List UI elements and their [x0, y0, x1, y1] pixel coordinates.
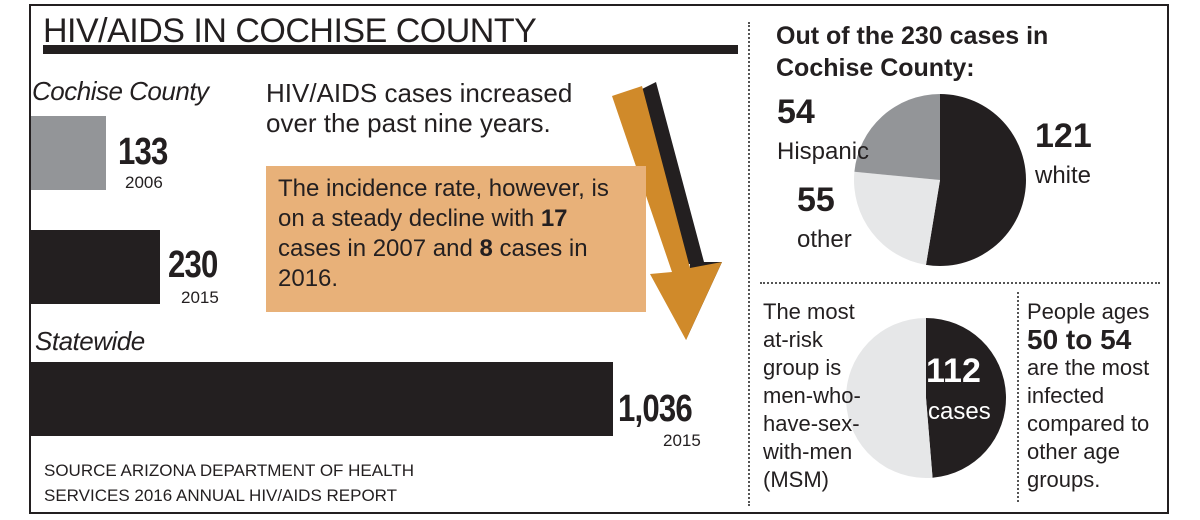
callout-text-3: cases in 2016. — [278, 235, 588, 292]
divider-vertical-lower — [1017, 292, 1019, 502]
age-text-2: are the most infected compared to other … — [1027, 355, 1150, 492]
pie-value-other: 55 — [797, 181, 835, 219]
source-text: SOURCE ARIZONA DEPARTMENT OF HEALTH SERV… — [44, 461, 414, 505]
pie-title: Out of the 230 cases in Cochise County: — [776, 22, 1049, 82]
pie-label-white: white — [1035, 162, 1092, 189]
bar-value-cochise-2006: 133 — [118, 131, 168, 173]
pie-value-white: 121 — [1035, 117, 1092, 155]
callout-value-2007: 17 — [540, 205, 568, 232]
pie-value-hispanic: 54 — [777, 93, 815, 131]
group-label-cochise: Cochise County — [32, 76, 209, 106]
pie-slice-hispanic — [854, 94, 940, 180]
age-range: 50 to 54 — [1027, 324, 1132, 355]
incidence-callout: The incidence rate, however, is on a ste… — [266, 166, 646, 312]
pie-label-other: other — [797, 226, 852, 253]
pie-slice-white — [925, 94, 1026, 266]
age-text-1: People ages — [1027, 299, 1150, 324]
risk-group-note: The most at-risk group is men-who-have-s… — [763, 299, 861, 492]
divider-horizontal — [760, 282, 1160, 284]
bar-year-statewide-2015: 2015 — [663, 431, 701, 450]
page-title: HIV/AIDS IN COCHISE COUNTY — [43, 12, 537, 50]
bar-year-cochise-2006: 2006 — [125, 173, 163, 192]
bar-cochise-2006 — [31, 116, 106, 190]
callout-text-2: cases in 2007 and — [278, 235, 480, 262]
bar-statewide-2015 — [31, 362, 613, 436]
pie-label-msm: cases — [928, 398, 991, 425]
bar-value-statewide-2015: 1,036 — [618, 388, 693, 430]
callout-text-1: The incidence rate, however, is on a ste… — [278, 175, 609, 232]
pie-slice-msm — [926, 318, 1006, 478]
increase-note: HIV/AIDS cases increased over the past n… — [266, 78, 573, 138]
age-group-note: People ages 50 to 54 are the most infected… — [1027, 298, 1167, 494]
pie-value-msm: 112 — [926, 352, 981, 390]
bar-value-cochise-2015: 230 — [168, 244, 218, 286]
bar-cochise-2015 — [31, 230, 160, 304]
callout-value-2016: 8 — [479, 235, 493, 262]
pie-label-hispanic: Hispanic — [777, 138, 870, 165]
group-label-statewide: Statewide — [35, 326, 145, 356]
source-note: SOURCE ARIZONA DEPARTMENT OF HEALTH SERV… — [44, 458, 414, 508]
bar-year-cochise-2015: 2015 — [181, 288, 219, 307]
pie-slice-other — [854, 171, 940, 265]
pie-slice-rest — [845, 318, 933, 478]
title-rule — [43, 45, 738, 54]
infographic-frame — [29, 4, 1169, 514]
divider-vertical — [748, 22, 750, 506]
